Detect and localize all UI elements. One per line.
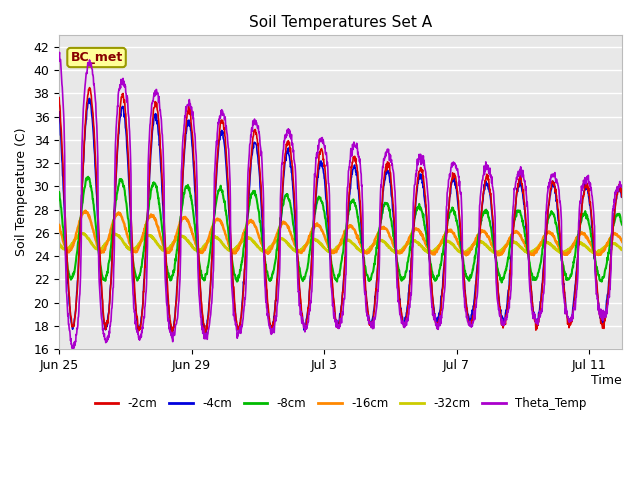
- Text: BC_met: BC_met: [70, 51, 123, 64]
- Y-axis label: Soil Temperature (C): Soil Temperature (C): [15, 128, 28, 256]
- Legend: -2cm, -4cm, -8cm, -16cm, -32cm, Theta_Temp: -2cm, -4cm, -8cm, -16cm, -32cm, Theta_Te…: [90, 393, 591, 415]
- Title: Soil Temperatures Set A: Soil Temperatures Set A: [249, 15, 432, 30]
- Text: Time: Time: [591, 374, 622, 387]
